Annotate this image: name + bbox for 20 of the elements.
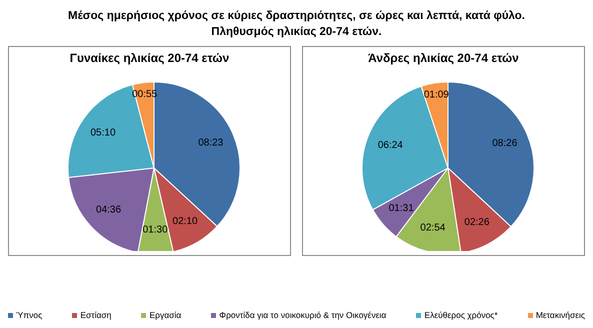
legend-label: Ύπνος [15,310,42,320]
legend-label: Μετακινήσεις [534,310,585,320]
text: Μέσος ημερήσιος χρόνος σε κύριες δραστηριότητες, σε ώρες και λεπτά, κατά φύλο. [67,9,526,24]
chart-title: Άνδρες ηλικίας 20-74 ετών [367,51,520,65]
data-label: 06:24 [378,140,404,151]
data-label: 02:10 [172,216,198,228]
legend-label: Εστίαση [79,310,112,320]
text: Πληθυσμός ηλικίας 20-74 ετών. [210,25,383,40]
chart-title: Γυναίκες ηλικίας 20-74 ετών [68,51,230,65]
data-label: 01:31 [388,203,414,214]
data-label: 08:23 [198,138,224,149]
data-label: 05:10 [90,127,116,138]
data-label: 02:26 [464,217,490,228]
data-label: 02:54 [420,222,446,234]
legend-label: Εργασία [148,310,182,320]
data-label: 01:30 [142,224,168,236]
legend-label: Φροντίδα για το νοικοκυριό & την Οικογένεια [218,310,386,320]
legend-label: Ελεύθερος χρόνος* [423,310,498,320]
data-label: 08:26 [492,138,518,149]
data-label: 04:36 [96,204,122,216]
